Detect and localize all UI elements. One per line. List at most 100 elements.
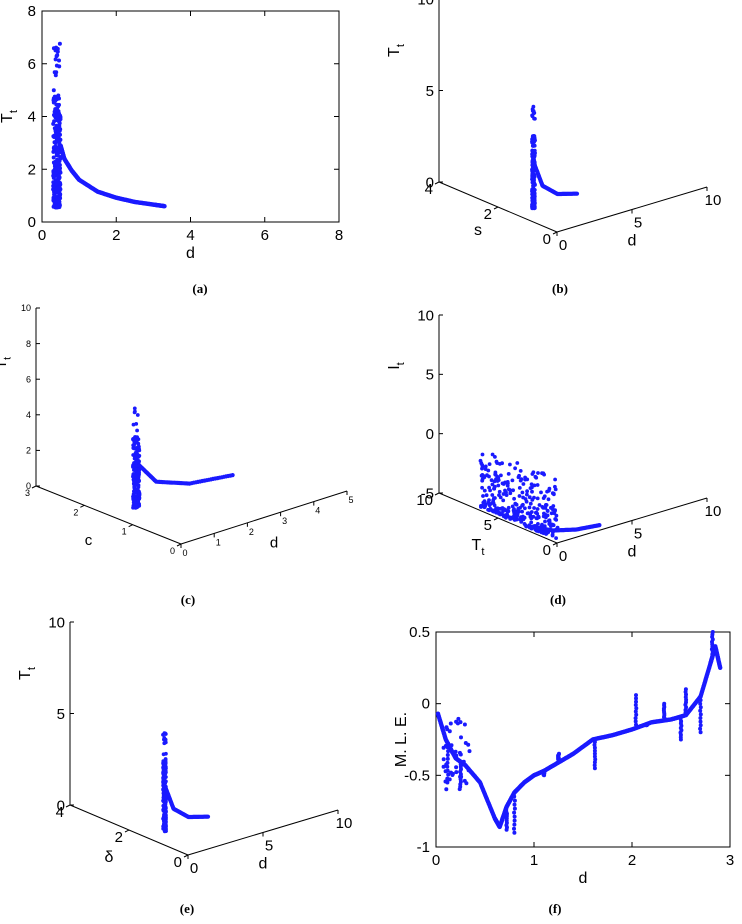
data-point (510, 478, 515, 483)
data-point (544, 531, 549, 536)
data-point (132, 410, 137, 415)
data-point (698, 698, 703, 703)
data-point (54, 151, 59, 156)
data-point (487, 485, 491, 490)
data-point (521, 482, 526, 486)
panel-a-points (51, 41, 167, 210)
data-point (512, 518, 517, 522)
data-point (450, 750, 455, 755)
data-point (698, 726, 703, 731)
y-tick-label: 0.5 (409, 624, 430, 641)
z-tick-label: 6 (26, 374, 31, 384)
data-point (163, 823, 167, 828)
data-point (137, 492, 142, 497)
data-point (592, 737, 597, 742)
data-point (487, 474, 491, 479)
data-point (53, 98, 58, 103)
data-point (574, 191, 580, 196)
data-point (230, 473, 235, 478)
data-point (537, 503, 542, 507)
data-point (512, 810, 517, 815)
data-point (535, 483, 540, 487)
data-point (506, 472, 511, 476)
data-point (592, 766, 597, 771)
data-point (529, 520, 534, 525)
caption-f: (f) (549, 901, 562, 916)
z-tick-label: 0 (26, 481, 31, 491)
data-point (512, 790, 517, 795)
x-tick-label: 4 (315, 506, 320, 516)
data-point (161, 767, 166, 772)
data-point (54, 181, 59, 186)
data-point (508, 491, 513, 496)
data-point (54, 54, 59, 59)
data-point (489, 478, 494, 483)
data-point (163, 779, 168, 784)
data-point (545, 508, 550, 513)
data-point (512, 830, 517, 835)
axis-line (124, 829, 130, 833)
data-point (483, 504, 487, 509)
data-point (454, 765, 459, 770)
data-point (592, 754, 597, 759)
y-tick-label: 0 (543, 231, 551, 248)
data-point (132, 456, 137, 461)
data-point (51, 173, 56, 178)
data-point (456, 716, 461, 721)
data-point (522, 522, 527, 526)
data-point (532, 134, 537, 139)
data-point (531, 144, 536, 148)
caption-b: (b) (552, 281, 568, 296)
data-point (57, 175, 62, 180)
data-point (458, 752, 463, 757)
data-point (633, 719, 638, 724)
data-point (520, 509, 524, 514)
data-point (519, 477, 524, 481)
data-point (55, 114, 60, 118)
z-tick-label: 5 (57, 706, 65, 723)
data-point (57, 202, 62, 207)
data-point (533, 474, 538, 479)
data-point (135, 428, 140, 433)
data-point (136, 454, 141, 459)
data-point (490, 452, 495, 457)
data-point (532, 181, 536, 185)
data-point (131, 464, 136, 469)
data-point (454, 753, 459, 758)
data-point (444, 787, 449, 792)
data-point (51, 180, 56, 185)
data-point (133, 435, 137, 439)
data-point (466, 742, 471, 747)
data-point (52, 94, 57, 99)
x-tick-label: 10 (705, 192, 722, 209)
data-point (532, 483, 537, 488)
y-tick-label: 6 (28, 56, 36, 73)
data-point (531, 178, 535, 183)
data-point (542, 472, 546, 477)
data-point (457, 787, 462, 792)
z-tick-label: -5 (421, 485, 434, 502)
y-tick-label: 4 (28, 109, 36, 126)
data-point (512, 826, 516, 831)
data-point (683, 687, 688, 692)
z-tick-label: 5 (426, 367, 434, 384)
x-tick-label: 0 (182, 548, 187, 558)
data-point (513, 466, 517, 471)
data-point (526, 511, 531, 516)
data-point (57, 168, 62, 173)
x-tick-label: 2 (628, 852, 636, 869)
data-point (492, 496, 496, 501)
data-point (536, 471, 540, 475)
data-point (557, 751, 561, 756)
data-point (137, 496, 142, 501)
data-point (662, 701, 667, 706)
data-point (498, 495, 503, 500)
data-point (135, 487, 140, 492)
data-point (499, 473, 503, 478)
data-point (496, 510, 501, 515)
y-tick-label: 10 (416, 492, 433, 509)
data-point (501, 514, 506, 519)
data-point (506, 505, 511, 510)
data-point (52, 167, 57, 172)
data-point (492, 509, 496, 514)
